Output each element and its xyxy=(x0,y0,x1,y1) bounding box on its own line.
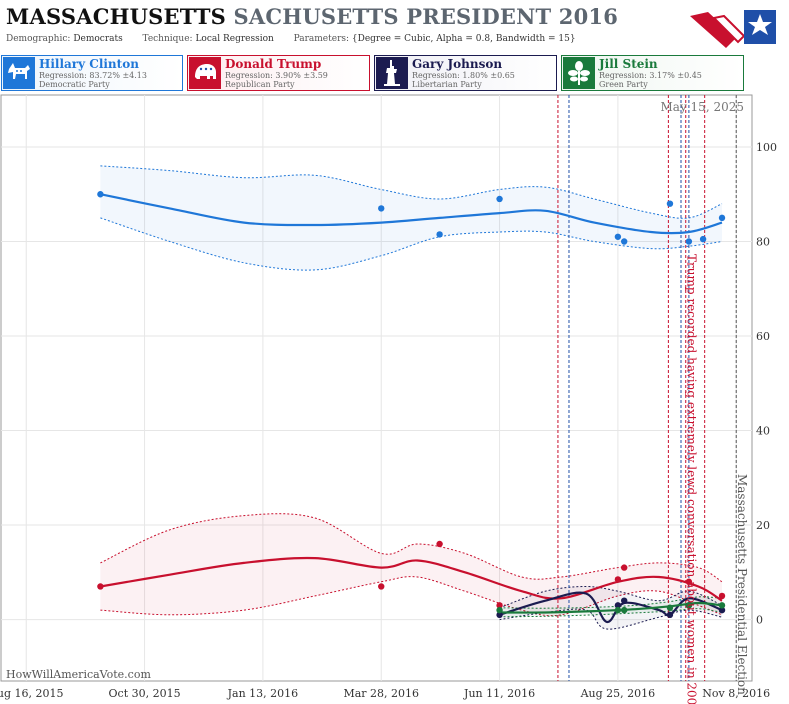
poll-point xyxy=(621,606,628,614)
x-tick-label: Nov 8, 2016 xyxy=(702,687,770,700)
y-tick-label: 100 xyxy=(756,141,777,154)
poll-point xyxy=(97,583,104,590)
date-stamp: May 15, 2025 xyxy=(661,100,744,114)
title-race: SACHUSETTS PRESIDENT 2016 xyxy=(233,4,619,29)
parameters-value: {Degree = Cubic, Alpha = 0.8, Bandwidth … xyxy=(351,34,576,44)
poll-point xyxy=(614,233,622,240)
x-tick-label: Oct 30, 2015 xyxy=(109,687,181,700)
lower-bound-line xyxy=(100,217,723,271)
candidate-card-stein: Jill Stein Regression: 3.17% ±0.45 Green… xyxy=(561,55,744,91)
candidate-card-clinton: Hillary Clinton Regression: 83.72% ±4.13… xyxy=(1,55,183,91)
x-tick-label: Jan 13, 2016 xyxy=(227,687,299,700)
technique-label: Technique: xyxy=(142,34,193,44)
poll-regression-chart: 0 20 40 60 80 100 Aug 16, 2015 Oct 30, 2015 Jan … xyxy=(0,94,777,704)
candidate-name: Jill Stein xyxy=(599,57,658,71)
upper-bound-line xyxy=(499,596,723,609)
elephant-icon xyxy=(189,57,221,89)
parameters-line: Demographic: Democrats Technique: Local … xyxy=(6,34,576,44)
poll-point xyxy=(496,606,503,614)
x-tick-label: Jun 11, 2016 xyxy=(463,687,535,700)
poll-point xyxy=(614,602,622,609)
poll-point xyxy=(621,597,628,604)
regression-line xyxy=(100,556,723,602)
poll-point xyxy=(436,231,443,238)
watermark: HowWillAmericaVote.com xyxy=(6,668,151,681)
candidate-regression: Regression: 83.72% ±4.13 xyxy=(39,71,147,80)
y-tick-label: 80 xyxy=(756,236,770,249)
poll-point xyxy=(718,592,726,600)
confidence-band xyxy=(100,513,722,616)
y-tick-label: 0 xyxy=(756,614,763,627)
poll-point xyxy=(718,214,726,222)
poll-point xyxy=(621,238,628,245)
poll-point xyxy=(496,195,503,203)
poll-point xyxy=(666,200,674,207)
confidence-band xyxy=(100,165,722,271)
y-tick-label: 20 xyxy=(756,519,770,532)
statue-of-liberty-icon xyxy=(376,57,408,89)
candidate-party: Republican Party xyxy=(225,80,295,89)
poll-point xyxy=(699,235,707,243)
candidate-party: Democratic Party xyxy=(39,80,110,89)
upper-bound-line xyxy=(100,165,723,219)
x-tick-label: Mar 28, 2016 xyxy=(343,687,419,700)
demographic-label: Demographic: xyxy=(6,34,71,44)
y-tick-label: 60 xyxy=(756,330,770,343)
poll-point xyxy=(614,576,622,583)
demographic-value: Democrats xyxy=(73,34,123,44)
lower-bound-line xyxy=(499,608,723,618)
poll-point xyxy=(614,606,622,614)
poll-point xyxy=(666,604,674,611)
annotation-label: Trump recorded having extremely lewd con… xyxy=(685,254,699,704)
candidate-name: Gary Johnson xyxy=(412,57,503,71)
candidate-regression: Regression: 3.90% ±3.59 xyxy=(225,71,328,80)
poll-point xyxy=(436,540,443,548)
poll-point xyxy=(621,564,628,571)
parameters-label: Parameters: xyxy=(293,34,350,44)
y-tick-label: 40 xyxy=(756,425,770,438)
poll-point xyxy=(685,602,693,609)
poll-point xyxy=(378,583,385,590)
poll-point xyxy=(718,602,726,609)
poll-point xyxy=(685,578,693,585)
regression-line xyxy=(100,193,723,235)
candidate-card-trump: Donald Trump Regression: 3.90% ±3.59 Rep… xyxy=(187,55,370,91)
candidate-card-johnson: Gary Johnson Regression: 1.80% ±0.65 Lib… xyxy=(374,55,557,91)
lower-bound-line xyxy=(100,576,723,617)
poll-point xyxy=(685,238,693,245)
leaf-icon xyxy=(563,57,595,89)
candidate-party: Libertarian Party xyxy=(412,80,482,89)
poll-point xyxy=(666,611,674,619)
candidate-regression: Regression: 1.80% ±0.65 xyxy=(412,71,515,80)
candidate-party: Green Party xyxy=(599,80,648,89)
plot-area xyxy=(0,94,753,682)
annotation-label: Massachusetts Presidential Election xyxy=(735,474,749,695)
technique-value: Local Regression xyxy=(195,34,274,44)
title-state: MASSACHUSETTS xyxy=(6,4,227,29)
candidate-regression: Regression: 3.17% ±0.45 xyxy=(599,71,702,80)
x-tick-label: Aug 25, 2016 xyxy=(580,687,656,700)
x-tick-label: Aug 16, 2015 xyxy=(0,687,64,700)
upper-bound-line xyxy=(100,513,723,583)
poll-point xyxy=(378,205,385,212)
donkey-icon xyxy=(3,57,35,89)
candidate-name: Donald Trump xyxy=(225,57,322,71)
poll-point xyxy=(718,606,726,614)
poll-point xyxy=(97,191,104,198)
page-title: MASSACHUSETTS SACHUSETTS PRESIDENT 2016 xyxy=(6,4,618,29)
poll-point xyxy=(496,611,503,619)
site-logo xyxy=(690,10,776,48)
regression-line xyxy=(499,601,723,614)
poll-point xyxy=(496,602,503,609)
candidate-name: Hillary Clinton xyxy=(39,57,139,71)
